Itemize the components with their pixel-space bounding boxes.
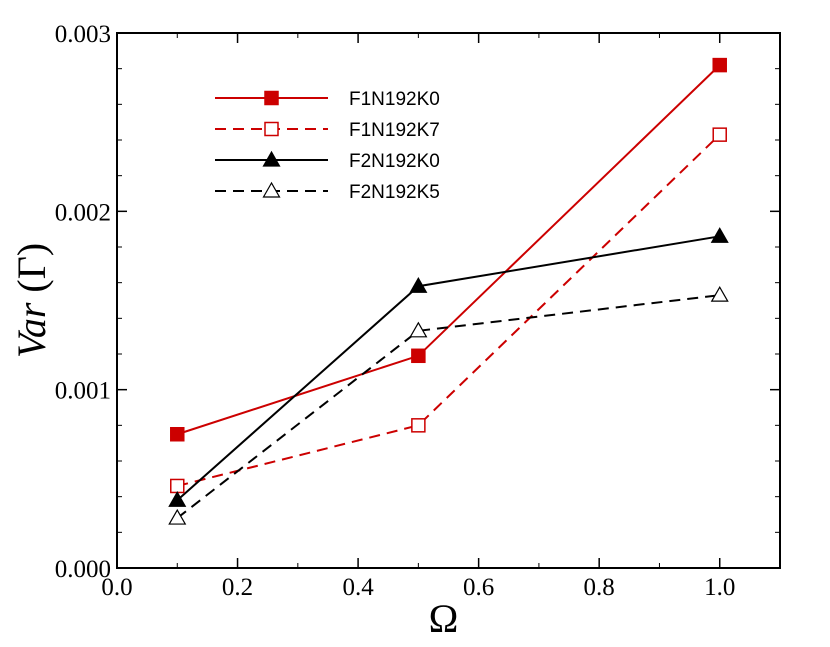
series-line-F2N192K0 [176,235,720,501]
y-axis-title-var: Var [9,302,54,358]
y-tick-label: 0.000 [55,556,111,583]
data-point-F2N192K5 [409,321,428,338]
legend-label: F1N192K0 [349,89,440,110]
y-tick-label: 0.003 [55,21,111,48]
plot-frame [116,32,781,569]
legend-label: F2N192K0 [349,151,440,172]
data-point-F2N192K0 [710,227,729,243]
data-point-F1N192K0 [712,57,727,73]
y-tick-label: 0.001 [55,378,111,405]
x-axis-title: Ω [429,596,459,641]
y-axis-title: Var (Γ) [9,243,54,358]
series-line-F2N192K5 [176,294,720,519]
data-point-F1N192K7 [712,127,727,142]
major-ticks [116,32,780,569]
legend: F1N192K0 F1N192K7 F2N192K0 F2N192K5 [215,89,440,203]
minor-ticks [117,33,781,568]
legend-marker-F2N192K5 [262,181,281,198]
legend-marker-F1N192K0 [264,90,279,106]
data-point-F1N192K0 [170,427,185,442]
legend-marker-F1N192K7 [264,121,279,137]
legend-label: F2N192K5 [349,182,440,203]
y-axis-title-gamma: (Γ) [9,243,54,303]
x-tick-label: 0.6 [463,574,494,601]
legend-marker-F2N192K0 [262,150,281,167]
x-tick-label: 0.2 [222,574,253,601]
data-point-F2N192K0 [409,277,428,293]
series-line-F1N192K7 [177,133,721,487]
data-point-F1N192K7 [170,478,185,494]
series-markers [168,57,729,525]
data-point-F1N192K0 [411,348,426,364]
data-point-F2N192K5 [168,508,187,525]
data-point-F2N192K5 [710,285,729,302]
series-lines [176,64,721,519]
x-tick-label: 0.0 [101,574,132,601]
x-tick-label: 1.0 [704,574,735,601]
x-tick-label: 0.4 [342,574,374,601]
legend-label: F1N192K7 [349,120,440,141]
data-point-F1N192K7 [411,418,426,433]
x-tick-label: 0.8 [584,574,615,601]
y-tick-label: 0.002 [55,199,111,226]
y-tick-labels: 0.000 0.001 0.002 0.003 [55,21,111,583]
x-tick-labels: 0.0 0.2 0.4 0.6 0.8 1.0 [101,574,735,601]
data-point-F2N192K0 [168,491,187,507]
